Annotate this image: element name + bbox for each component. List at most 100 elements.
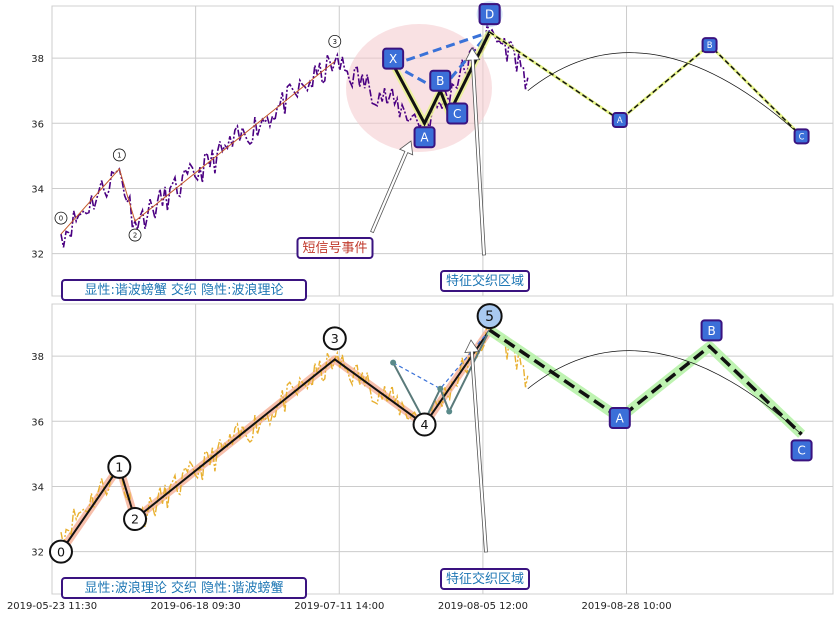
badge-label: C: [799, 131, 805, 141]
harmonic-point-badge: X: [382, 47, 405, 70]
x-tick-label: 2019-06-18 09:30: [151, 601, 241, 612]
wave-label: 0: [57, 544, 65, 559]
wave-label: 1: [115, 460, 123, 475]
elliott-point-marker: 0: [48, 539, 73, 564]
feature-zone-label: 特征交织区域: [440, 270, 530, 292]
badge-box: [413, 126, 436, 149]
badge-box: [700, 319, 723, 342]
annotation-text: 特征交织区域: [446, 571, 524, 587]
x-tick-label: 2019-08-05 12:00: [438, 601, 528, 612]
pattern-legend-label: 显性:波浪理论 交织 隐性:谐波螃蟹: [61, 577, 307, 599]
badge-label: B: [436, 74, 444, 88]
wave-5-marker: [476, 303, 503, 330]
elliott-wave-line: [60, 61, 336, 235]
harmonic-point-badge: B: [429, 69, 452, 92]
x-tick-label: 2019-05-23 11:30: [7, 601, 97, 612]
badge-box: [611, 112, 628, 129]
wave-circle: [322, 326, 347, 351]
harmonic-point-badge: A: [413, 126, 436, 149]
annotation-text: 特征交织区域: [446, 273, 524, 289]
wave-label: 0: [59, 215, 63, 223]
annotation-box: [440, 568, 530, 590]
y-tick-label: 36: [31, 417, 44, 428]
badge-label: C: [453, 107, 461, 121]
feature-zone-label: 特征交织区域: [440, 568, 530, 590]
wave-circle: [48, 539, 73, 564]
arrow-shape: [465, 47, 486, 256]
wave-5-label: 5: [485, 309, 494, 325]
badge-box: [790, 439, 813, 462]
annotation-text: 显性:谐波螃蟹 交织 隐性:波浪理论: [84, 282, 283, 298]
elliott-point-marker: 3: [322, 326, 347, 351]
price-series-line: [60, 24, 529, 248]
wave-label: 4: [421, 417, 429, 432]
wave-circle: [123, 507, 148, 532]
badge-label: B: [707, 324, 715, 338]
forecast-point-badge: B: [701, 37, 718, 54]
badge-label: A: [617, 115, 623, 125]
pattern-legend-label: 显性:谐波螃蟹 交织 隐性:波浪理论: [61, 279, 307, 301]
forecast-arc: [527, 350, 802, 435]
feature-zone-arrow: [465, 47, 486, 256]
hidden-harmonic-dot: [446, 408, 453, 415]
badge-box: [382, 47, 405, 70]
badge-box: [429, 69, 452, 92]
annotation-box: [61, 577, 307, 599]
y-tick-label: 36: [31, 119, 44, 130]
y-tick-label: 32: [31, 250, 44, 261]
y-tick-label: 34: [31, 482, 44, 493]
badge-box: [608, 407, 631, 430]
elliott-point-marker: 3: [328, 34, 342, 48]
wave-label: 2: [133, 232, 137, 240]
wave-circle: [54, 211, 68, 225]
y-tick-label: 38: [31, 352, 44, 363]
forecast-line: [489, 31, 803, 137]
harmonic-point-badge: D: [478, 3, 501, 26]
badge-box: [793, 128, 810, 145]
short-signal-label: 短信号事件: [296, 237, 374, 259]
wave-label: 3: [331, 331, 339, 346]
elliott-point-marker: 1: [107, 454, 132, 479]
annotation-text: 显性:波浪理论 交织 隐性:谐波螃蟹: [84, 580, 283, 596]
x-tick-label: 2019-07-11 14:00: [294, 601, 384, 612]
badge-label: B: [707, 40, 713, 50]
badge-label: A: [616, 411, 625, 425]
wave-label: 1: [117, 151, 121, 159]
hidden-harmonic-dot: [390, 359, 397, 366]
wave-circle: [328, 34, 342, 48]
elliott-point-marker: 2: [128, 228, 142, 242]
harmonic-point-badge: C: [446, 102, 469, 125]
annotation-box: [440, 270, 530, 292]
forecast-arc: [527, 52, 802, 137]
forecast-point-badge: A: [611, 112, 628, 129]
y-tick-label: 38: [31, 54, 44, 65]
arrow-shape: [464, 339, 488, 553]
annotation-box: [296, 237, 374, 259]
elliott-point-marker: 2: [123, 507, 148, 532]
y-tick-label: 34: [31, 184, 44, 195]
annotation-text: 短信号事件: [302, 241, 367, 256]
badge-box: [701, 37, 718, 54]
short-signal-arrow: [370, 140, 414, 234]
badge-label: D: [485, 7, 494, 21]
y-tick-label: 32: [31, 548, 44, 559]
wave-circle: [128, 228, 142, 242]
badge-label: X: [389, 52, 397, 66]
badge-box: [478, 3, 501, 26]
elliott-wave-line: [60, 329, 491, 553]
forecast-point-badge: C: [790, 439, 813, 462]
wave-circle: [107, 454, 132, 479]
badge-box: [446, 102, 469, 125]
elliott-point-marker: 1: [112, 148, 126, 162]
elliott-point-marker: 0: [54, 211, 68, 225]
forecast-point-badge: A: [608, 407, 631, 430]
annotation-box: [61, 279, 307, 301]
wave-circle: [412, 412, 437, 437]
badge-label: A: [420, 131, 429, 145]
forecast-point-badge: C: [793, 128, 810, 145]
hidden-harmonic-dot: [437, 385, 444, 392]
wave-label: 3: [333, 38, 337, 46]
arrow-shape: [370, 140, 414, 234]
